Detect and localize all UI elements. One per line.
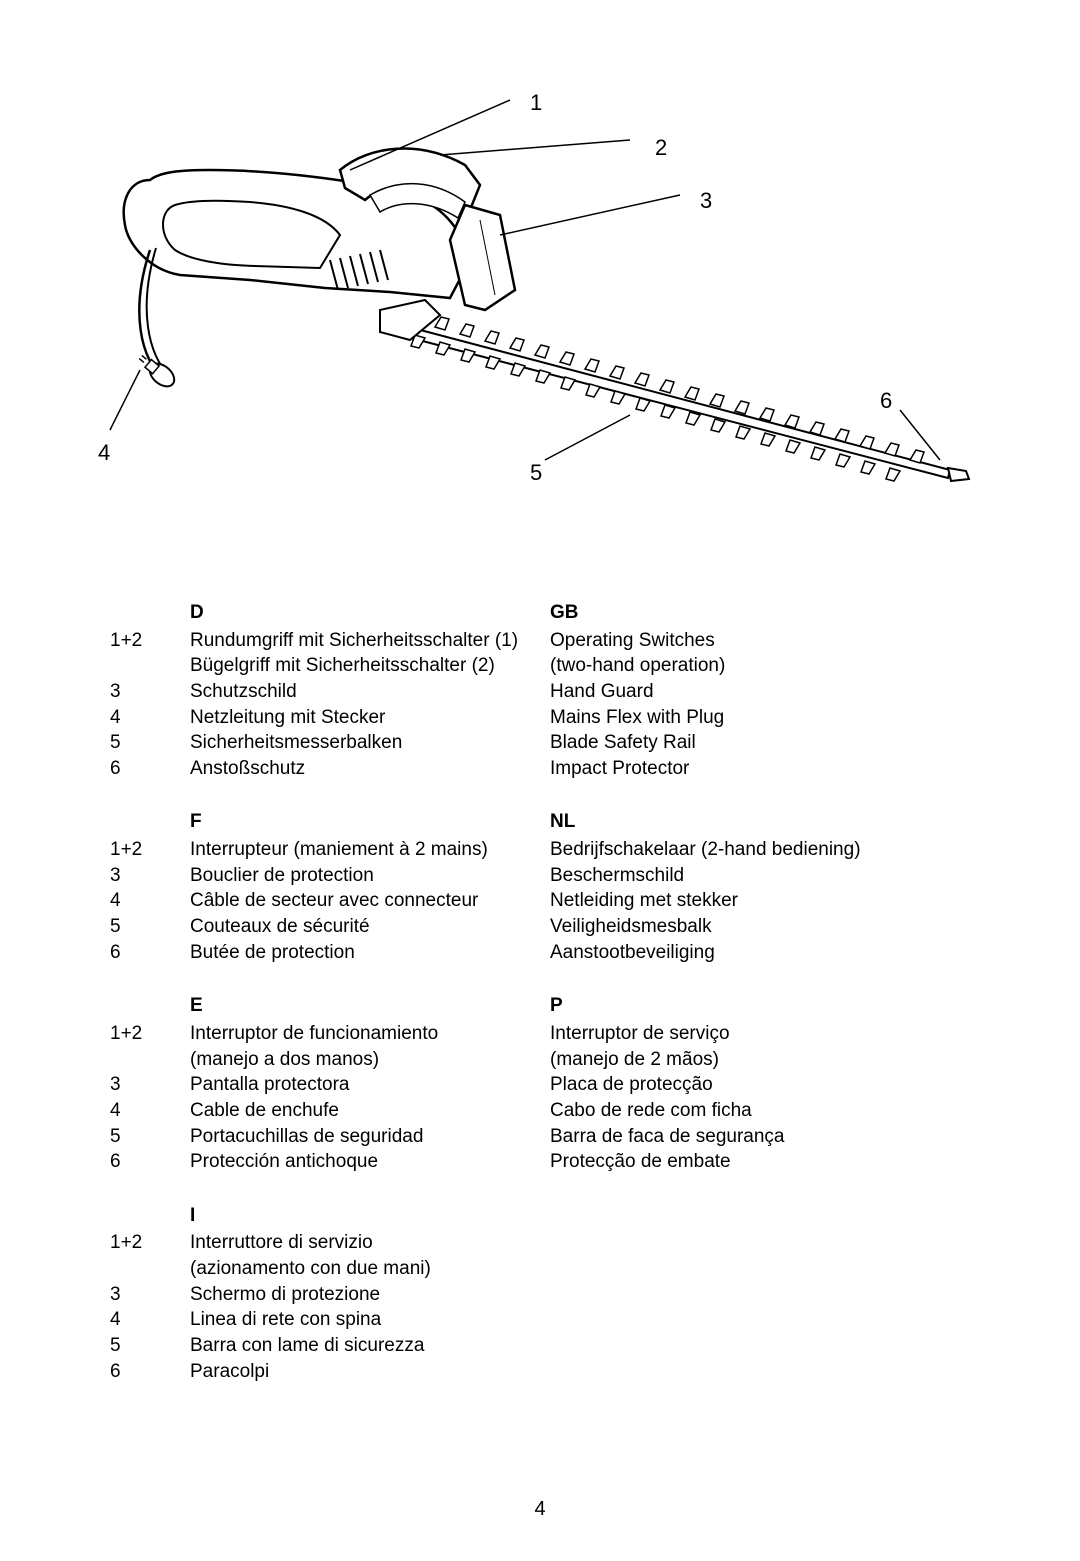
f-line: Butée de protection <box>190 940 550 966</box>
num: 3 <box>110 679 190 705</box>
num: 1+2 <box>110 628 190 654</box>
p-line: Interruptor de serviço <box>550 1021 1010 1047</box>
num: 1+2 <box>110 1230 190 1256</box>
f-line: Câble de secteur avec connecteur <box>190 888 550 914</box>
num: 5 <box>110 914 190 940</box>
block-i: 1+2 3 4 5 6 I Interruttore di servizio (… <box>110 1203 1010 1384</box>
p-line: Placa de protecção <box>550 1072 1010 1098</box>
legend: 1+2 3 4 5 6 D Rundumgriff mit Sicherheit… <box>110 600 1010 1384</box>
num: 6 <box>110 940 190 966</box>
d-line: Sicherheitsmesserbalken <box>190 730 550 756</box>
num: 5 <box>110 730 190 756</box>
block-f-nl: 1+2 3 4 5 6 F Interrupteur (maniement à … <box>110 809 1010 965</box>
product-diagram: 1 2 3 4 5 6 <box>70 60 1010 500</box>
nl-line: Bedrijfschakelaar (2-hand bediening) <box>550 837 1010 863</box>
num: 4 <box>110 1098 190 1124</box>
num: 3 <box>110 1282 190 1308</box>
i-line: Schermo di protezione <box>190 1282 550 1308</box>
num: 4 <box>110 705 190 731</box>
e-line: (manejo a dos manos) <box>190 1047 550 1073</box>
d-line: Rundumgriff mit Sicherheitsschalter (1) <box>190 628 550 654</box>
nl-line: Netleiding met stekker <box>550 888 1010 914</box>
num: 3 <box>110 1072 190 1098</box>
p-line: Barra de faca de segurança <box>550 1124 1010 1150</box>
callout-3: 3 <box>700 188 712 214</box>
num: 6 <box>110 1149 190 1175</box>
gb-line: Operating Switches <box>550 628 1010 654</box>
num: 6 <box>110 1359 190 1385</box>
lang-d: D <box>190 600 550 626</box>
gb-line: Blade Safety Rail <box>550 730 1010 756</box>
i-line: Interruttore di servizio <box>190 1230 550 1256</box>
gb-line: Mains Flex with Plug <box>550 705 1010 731</box>
num: 6 <box>110 756 190 782</box>
d-line: Netzleitung mit Stecker <box>190 705 550 731</box>
num: 3 <box>110 863 190 889</box>
nl-line: Aanstootbeveiliging <box>550 940 1010 966</box>
p-line: Cabo de rede com ficha <box>550 1098 1010 1124</box>
lang-gb: GB <box>550 600 1010 626</box>
gb-line: Impact Protector <box>550 756 1010 782</box>
callout-2: 2 <box>655 135 667 161</box>
d-line: Schutzschild <box>190 679 550 705</box>
p-line: (manejo de 2 mãos) <box>550 1047 1010 1073</box>
gb-line: Hand Guard <box>550 679 1010 705</box>
callout-4: 4 <box>98 440 110 466</box>
lang-i: I <box>190 1203 550 1229</box>
e-line: Protección antichoque <box>190 1149 550 1175</box>
num: 4 <box>110 1307 190 1333</box>
i-line: Paracolpi <box>190 1359 550 1385</box>
i-line: (azionamento con due mani) <box>190 1256 550 1282</box>
callout-6: 6 <box>880 388 892 414</box>
i-line: Barra con lame di sicurezza <box>190 1333 550 1359</box>
gb-line: (two-hand operation) <box>550 653 1010 679</box>
block-d-gb: 1+2 3 4 5 6 D Rundumgriff mit Sicherheit… <box>110 600 1010 781</box>
e-line: Interruptor de funcionamiento <box>190 1021 550 1047</box>
lang-p: P <box>550 993 1010 1019</box>
lang-e: E <box>190 993 550 1019</box>
lang-nl: NL <box>550 809 1010 835</box>
i-line: Linea di rete con spina <box>190 1307 550 1333</box>
block-e-p: 1+2 3 4 5 6 E Interruptor de funcionamie… <box>110 993 1010 1174</box>
e-line: Pantalla protectora <box>190 1072 550 1098</box>
p-line: Protecção de embate <box>550 1149 1010 1175</box>
d-line: Bügelgriff mit Sicherheitsschalter (2) <box>190 653 550 679</box>
num: 1+2 <box>110 837 190 863</box>
nl-line: Veiligheidsmesbalk <box>550 914 1010 940</box>
callout-1: 1 <box>530 90 542 116</box>
num: 5 <box>110 1124 190 1150</box>
f-line: Bouclier de protection <box>190 863 550 889</box>
e-line: Portacuchillas de seguridad <box>190 1124 550 1150</box>
lang-f: F <box>190 809 550 835</box>
num: 1+2 <box>110 1021 190 1047</box>
e-line: Cable de enchufe <box>190 1098 550 1124</box>
f-line: Interrupteur (maniement à 2 mains) <box>190 837 550 863</box>
nl-line: Beschermschild <box>550 863 1010 889</box>
callout-5: 5 <box>530 460 542 486</box>
num: 5 <box>110 1333 190 1359</box>
d-line: Anstoßschutz <box>190 756 550 782</box>
f-line: Couteaux de sécurité <box>190 914 550 940</box>
page-number: 4 <box>534 1498 545 1521</box>
num: 4 <box>110 888 190 914</box>
hedge-trimmer-svg <box>70 60 1010 500</box>
